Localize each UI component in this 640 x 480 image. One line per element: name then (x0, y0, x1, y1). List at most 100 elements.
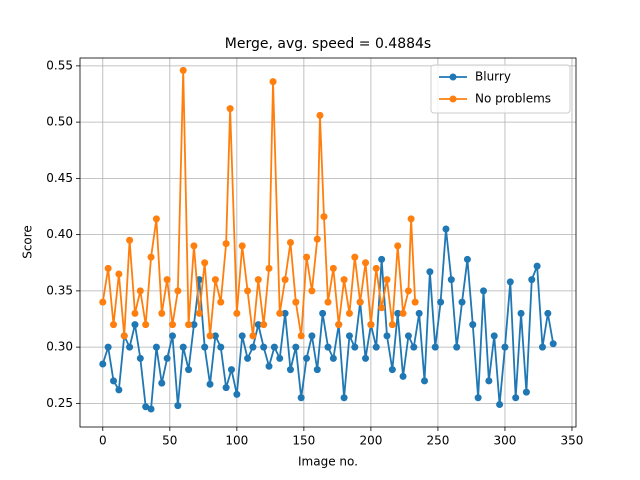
y-tick-label: 0.35 (46, 283, 73, 297)
point (233, 309, 241, 317)
point (356, 298, 364, 306)
point (517, 309, 525, 317)
point (115, 270, 123, 278)
y-tick-label: 0.40 (46, 227, 73, 241)
point (276, 354, 284, 362)
point (152, 215, 160, 223)
point (426, 268, 434, 276)
point (474, 394, 482, 402)
point (254, 276, 262, 284)
y-tick-label: 0.30 (46, 340, 73, 354)
point (410, 343, 418, 351)
point (131, 309, 139, 317)
point (270, 343, 278, 351)
point (485, 377, 493, 385)
point (260, 343, 268, 351)
point (447, 276, 455, 284)
point (469, 321, 477, 329)
x-axis-label: Image no. (298, 455, 358, 469)
point (244, 354, 252, 362)
legend-marker (449, 95, 457, 103)
point (372, 264, 380, 272)
point (217, 343, 225, 351)
point (286, 239, 294, 246)
point (388, 321, 396, 329)
point (201, 259, 209, 267)
point (142, 321, 150, 329)
point (463, 255, 471, 263)
chart-title: Merge, avg. speed = 0.4884s (225, 36, 431, 52)
point (281, 276, 289, 284)
point (394, 242, 402, 250)
point (442, 225, 450, 233)
point (335, 321, 343, 329)
point (174, 287, 182, 295)
point (185, 366, 193, 374)
point (506, 278, 514, 286)
point (303, 354, 311, 362)
point (222, 384, 230, 392)
point (496, 401, 504, 408)
point (168, 321, 176, 329)
point (538, 343, 546, 351)
point (265, 264, 273, 272)
point (383, 276, 391, 284)
x-tick-label: 100 (225, 434, 248, 448)
point (211, 276, 219, 284)
point (308, 287, 316, 295)
point (512, 394, 520, 402)
point (158, 309, 166, 317)
point (407, 215, 415, 223)
x-tick-label: 50 (162, 434, 177, 448)
point (437, 298, 445, 306)
point (226, 105, 234, 113)
point (168, 332, 176, 340)
legend-label: Blurry (475, 70, 511, 84)
point (147, 253, 155, 261)
point (249, 343, 257, 351)
point (152, 343, 160, 351)
point (303, 253, 311, 261)
series-line (101, 70, 417, 337)
point (227, 366, 235, 374)
point (179, 343, 187, 351)
point (281, 309, 289, 317)
point (136, 287, 144, 295)
point (260, 321, 268, 329)
point (126, 343, 134, 351)
point (345, 332, 353, 340)
point (195, 309, 203, 317)
point (238, 242, 246, 250)
point (206, 380, 214, 388)
point (340, 394, 348, 402)
point (163, 276, 171, 284)
point (222, 240, 230, 248)
point (329, 264, 337, 272)
point (292, 343, 300, 351)
point (388, 366, 396, 374)
point (313, 235, 321, 243)
point (131, 321, 139, 329)
point (179, 66, 187, 74)
y-tick-label: 0.45 (46, 171, 73, 185)
point (297, 394, 305, 402)
point (533, 262, 541, 270)
point (549, 340, 557, 348)
y-tick-label: 0.25 (46, 396, 73, 410)
point (99, 360, 107, 368)
y-tick-label: 0.55 (46, 58, 73, 72)
point (238, 332, 246, 340)
point (254, 321, 262, 329)
point (313, 366, 321, 374)
point (249, 332, 257, 340)
point (104, 264, 112, 272)
point (378, 255, 386, 263)
y-axis-label: Score (21, 225, 35, 259)
point (528, 276, 536, 284)
point (110, 377, 118, 385)
point (297, 332, 305, 340)
point (399, 372, 407, 380)
point (163, 354, 171, 362)
point (351, 343, 359, 351)
